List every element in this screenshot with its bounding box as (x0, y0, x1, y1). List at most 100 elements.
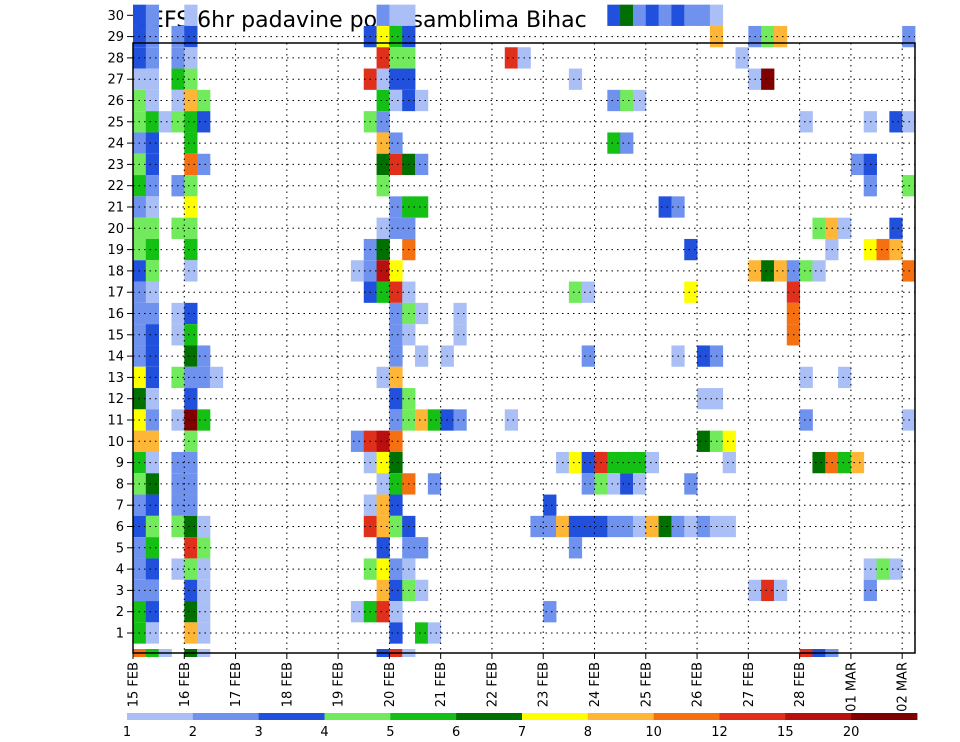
chart-title: GEFS 6hr padavine po ansamblima Bihac (133, 8, 587, 33)
heatmap-cell (376, 515, 390, 538)
heatmap-cell (568, 515, 583, 538)
heatmap-cell (773, 25, 788, 48)
heatmap-cell (376, 558, 390, 580)
heatmap-cell (568, 537, 583, 559)
y-tick-label: 18 (107, 264, 124, 279)
x-tick-label: 16 FEB (178, 662, 193, 707)
heatmap-cell (799, 409, 813, 431)
x-tick-label: 23 FEB (537, 662, 552, 707)
y-tick-label: 21 (107, 201, 124, 216)
heatmap-cell (145, 537, 160, 559)
heatmap-cell (389, 153, 403, 176)
heatmap-cell (812, 260, 826, 282)
heatmap-cell (197, 89, 211, 112)
heatmap-cell (145, 302, 160, 325)
y-tick-label: 13 (107, 371, 124, 386)
legend-label: 1 (123, 725, 131, 740)
heatmap-cell (376, 494, 390, 516)
heatmap-cell (184, 324, 198, 346)
y-tick-label: 29 (107, 30, 124, 45)
heatmap-cell (145, 494, 160, 516)
heatmap-cell (350, 601, 365, 623)
heatmap-cell (376, 175, 390, 197)
heatmap-cell (427, 473, 442, 495)
y-tick-label: 20 (107, 222, 124, 237)
legend-swatch (258, 713, 325, 720)
heatmap-cell (184, 4, 198, 26)
heatmap-cell (709, 4, 724, 26)
heatmap-cell (184, 111, 198, 133)
heatmap-cell (799, 111, 813, 133)
heatmap-cell (543, 494, 557, 516)
heatmap-cell (133, 4, 147, 26)
y-axis: 1234567891011121314151617181920212223242… (107, 9, 133, 642)
heatmap-cell (389, 217, 403, 239)
y-tick-label: 8 (116, 477, 124, 492)
heatmap-cell (184, 558, 198, 580)
heatmap-cell (773, 260, 788, 282)
heatmap-cell (607, 473, 621, 495)
heatmap-cell (389, 473, 403, 495)
heatmap-cell (376, 238, 390, 261)
heatmap-cell (145, 132, 160, 154)
heatmap-cell (889, 238, 903, 261)
heatmap-cell (389, 302, 403, 325)
heatmap-cell (427, 409, 442, 431)
heatmap-cell (799, 260, 813, 282)
heatmap-cell (197, 409, 211, 431)
heatmap-cell (389, 601, 403, 623)
heatmap-cell (799, 366, 813, 389)
y-tick-label: 10 (107, 435, 124, 450)
y-tick-label: 5 (116, 541, 124, 556)
heatmap-cell (389, 579, 403, 602)
heatmap-cell (607, 451, 621, 474)
heatmap-cell (145, 558, 160, 580)
y-tick-label: 25 (107, 115, 124, 130)
y-tick-label: 1 (116, 627, 124, 642)
heatmap-cell (684, 281, 698, 303)
heatmap-cell (389, 47, 403, 69)
heatmap-cell (197, 153, 211, 176)
y-tick-label: 6 (116, 520, 124, 535)
heatmap-cell (145, 451, 160, 474)
x-tick-label: 01 MAR (844, 662, 859, 712)
heatmap-cell (145, 579, 160, 602)
heatmap-cell (184, 388, 198, 410)
y-tick-label: 17 (107, 286, 124, 301)
heatmap-cell (722, 515, 736, 538)
y-tick-label: 22 (107, 179, 124, 194)
heatmap-cell (415, 196, 429, 218)
heatmap-cell (389, 558, 403, 580)
heatmap-cell (376, 153, 390, 176)
heatmap-cell (197, 537, 211, 559)
heatmap-cell (889, 111, 903, 133)
legend-label: 4 (320, 725, 328, 740)
heatmap-cell (645, 515, 660, 538)
heatmap-cell (184, 622, 198, 644)
heatmap-cell (402, 4, 416, 26)
heatmap-cell (504, 409, 518, 431)
heatmap-cell (145, 515, 160, 538)
y-tick-label: 28 (107, 51, 124, 66)
heatmap-cell (389, 260, 403, 282)
heatmap-cell (607, 89, 621, 112)
heatmap-cell (658, 4, 672, 26)
heatmap-cell (389, 409, 403, 431)
heatmap-cell (658, 196, 672, 218)
heatmap-cell (620, 515, 634, 538)
heatmap-cell (184, 175, 198, 197)
heatmap-cell (812, 451, 826, 474)
heatmap-cell (376, 132, 390, 154)
legend-label: 10 (645, 725, 662, 740)
y-tick-label: 16 (107, 307, 124, 322)
heatmap-cell (568, 281, 583, 303)
heatmap-cell (184, 260, 198, 282)
heatmap-cell (145, 388, 160, 410)
heatmap-cell (697, 515, 711, 538)
heatmap-cell (389, 345, 403, 367)
heatmap-cell (389, 25, 403, 48)
heatmap-cell (145, 175, 160, 197)
heatmap-cell (761, 260, 775, 282)
heatmap-cell (761, 68, 775, 90)
heatmap-cell (389, 324, 403, 346)
